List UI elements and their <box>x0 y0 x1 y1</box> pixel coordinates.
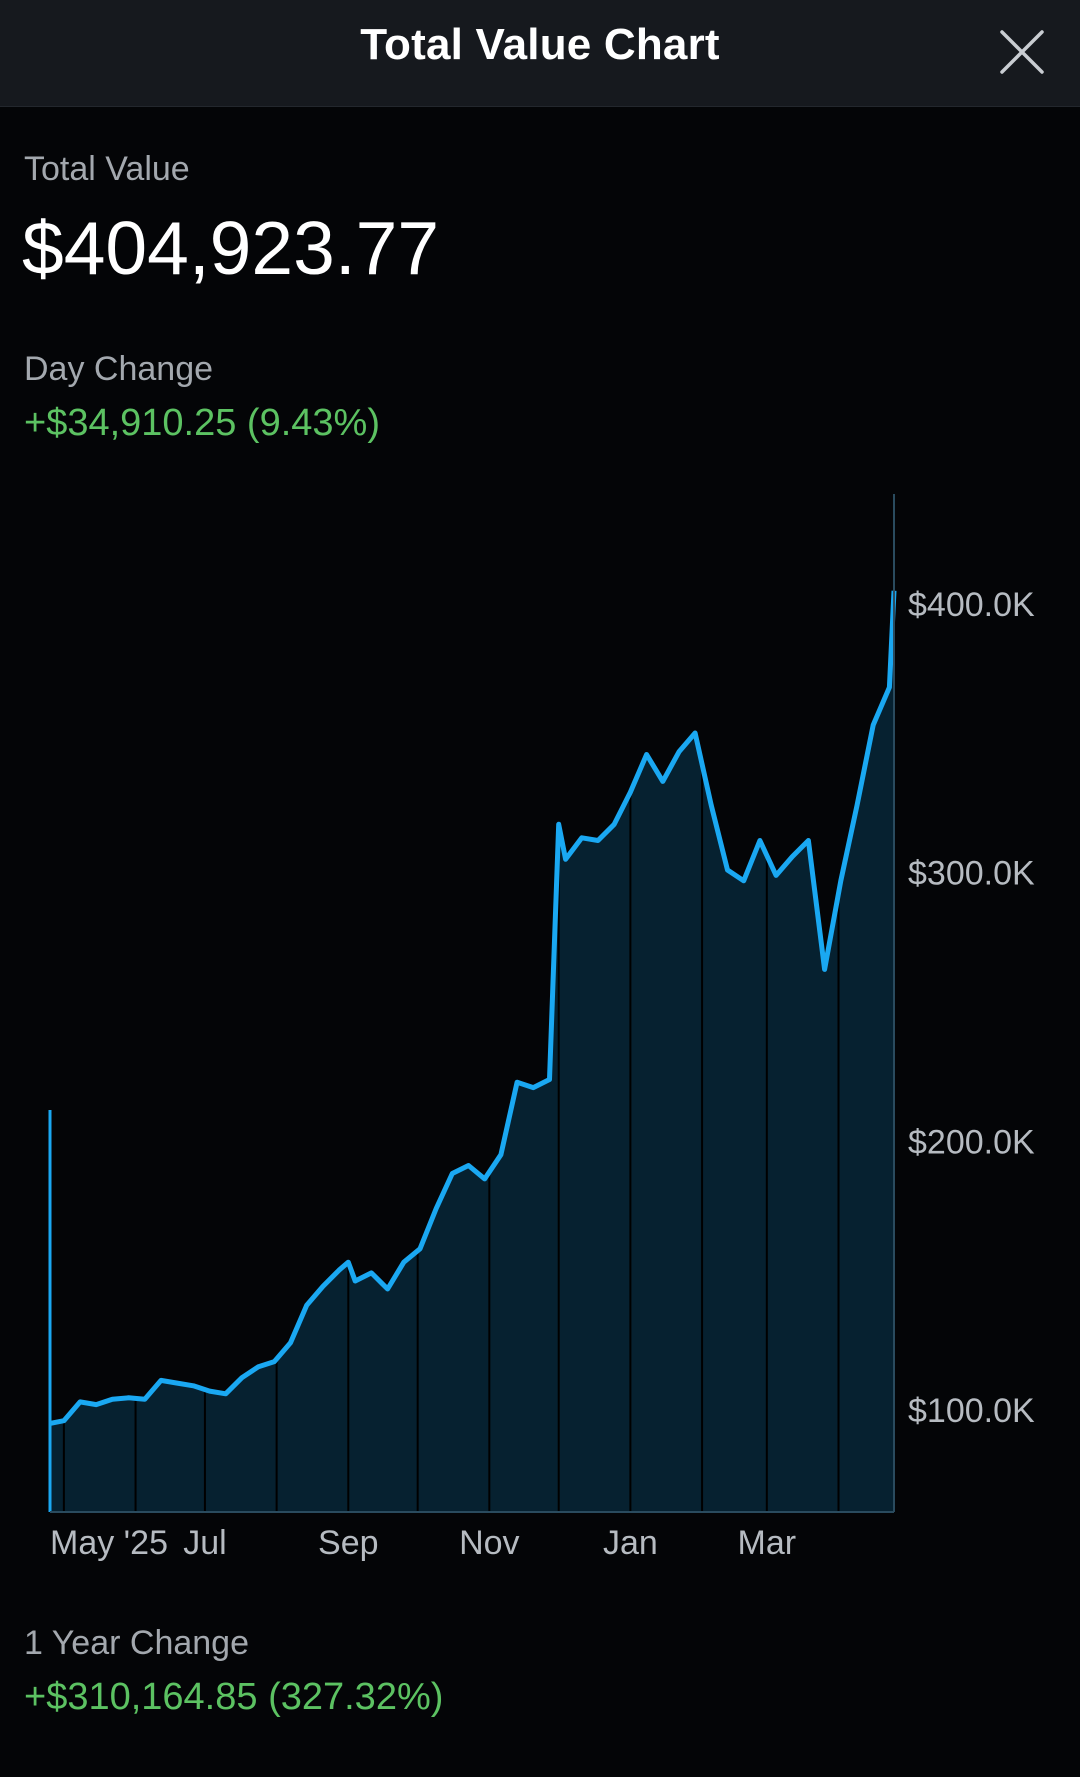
day-change-label: Day Change <box>24 350 214 388</box>
y-tick-label: $100.0K <box>908 1392 1035 1430</box>
plot-area <box>48 590 897 1512</box>
page-title: Total Value Chart <box>360 20 720 69</box>
close-button[interactable] <box>996 26 1048 78</box>
total-value-label: Total Value <box>24 150 190 188</box>
y-tick-label: $200.0K <box>908 1123 1035 1161</box>
x-tick-label: Nov <box>459 1524 519 1562</box>
total-value-chart[interactable]: $100.0K $200.0K $300.0K $400.0K May '25 Jul S… <box>0 490 1080 1590</box>
y-axis: $100.0K $200.0K $300.0K $400.0K <box>893 494 1035 1512</box>
x-tick-label: Sep <box>318 1524 379 1562</box>
header: Total Value Chart <box>0 0 1080 107</box>
x-tick-label: May '25 <box>50 1524 168 1562</box>
y-tick-label: $300.0K <box>908 855 1035 893</box>
x-tick-label: Jul <box>183 1524 226 1562</box>
x-axis: May '25 Jul Sep Nov Jan Mar <box>50 1511 894 1562</box>
value-line <box>49 590 897 1426</box>
y-tick-label: $400.0K <box>908 586 1035 624</box>
year-change-label: 1 Year Change <box>24 1624 249 1662</box>
day-change-value: +$34,910.25 (9.43%) <box>24 402 380 444</box>
x-tick-label: Jan <box>603 1524 658 1562</box>
year-change-value: +$310,164.85 (327.32%) <box>24 1676 444 1718</box>
x-tick-label: Mar <box>738 1524 797 1562</box>
close-icon <box>1000 30 1044 74</box>
total-value: $404,923.77 <box>22 206 440 290</box>
area-fill <box>50 590 894 1512</box>
